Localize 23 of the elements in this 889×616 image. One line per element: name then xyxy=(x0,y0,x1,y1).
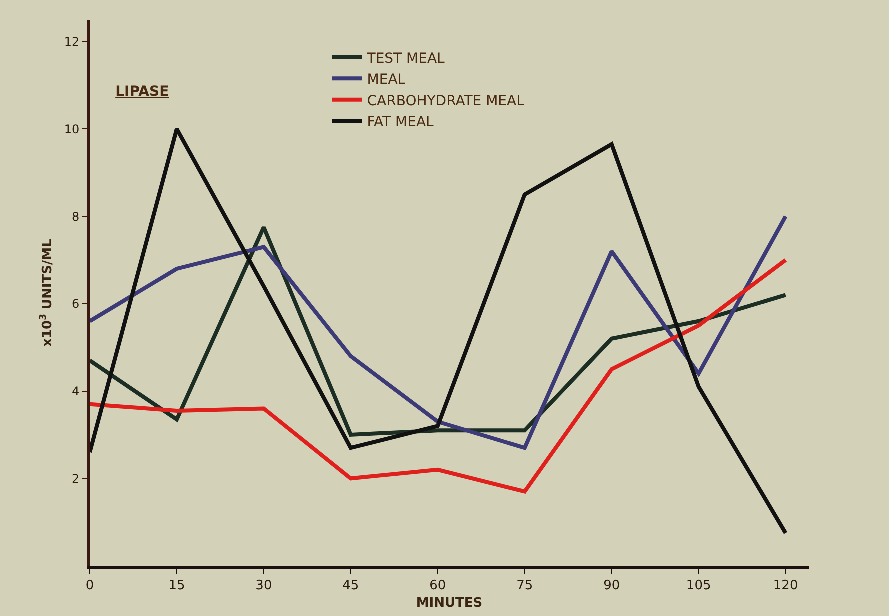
y-tick-label: 8 xyxy=(72,210,80,224)
line-series xyxy=(90,127,788,536)
y-tick-label: 12 xyxy=(64,35,80,50)
x-axis-title: MINUTES xyxy=(416,596,483,612)
legend-label: CARBOHYDRATE MEAL xyxy=(367,93,525,110)
x-tick-label: 75 xyxy=(516,578,534,594)
y-tick-label: 6 xyxy=(72,297,80,312)
text: LIPASE xyxy=(116,84,170,100)
legend-label: MEAL xyxy=(367,72,406,88)
x-tick-label: 120 xyxy=(773,578,798,594)
x-tick-label: 105 xyxy=(686,578,712,594)
legend-label: FAT MEAL xyxy=(367,114,434,130)
x-tick-label: 30 xyxy=(256,578,272,594)
legend-label: TEST MEAL xyxy=(366,50,446,67)
x-tick-label: 60 xyxy=(430,578,446,594)
x-tick-label: 45 xyxy=(342,578,360,594)
line-series xyxy=(90,258,788,494)
x-tick-label: 90 xyxy=(604,578,620,594)
y-tick-label: 10 xyxy=(64,122,80,136)
x-tick-label: 15 xyxy=(168,578,186,594)
y-tick-label: 2 xyxy=(72,472,80,486)
x-tick-label: 0 xyxy=(86,578,94,594)
y-tick-label: 4 xyxy=(72,384,80,398)
